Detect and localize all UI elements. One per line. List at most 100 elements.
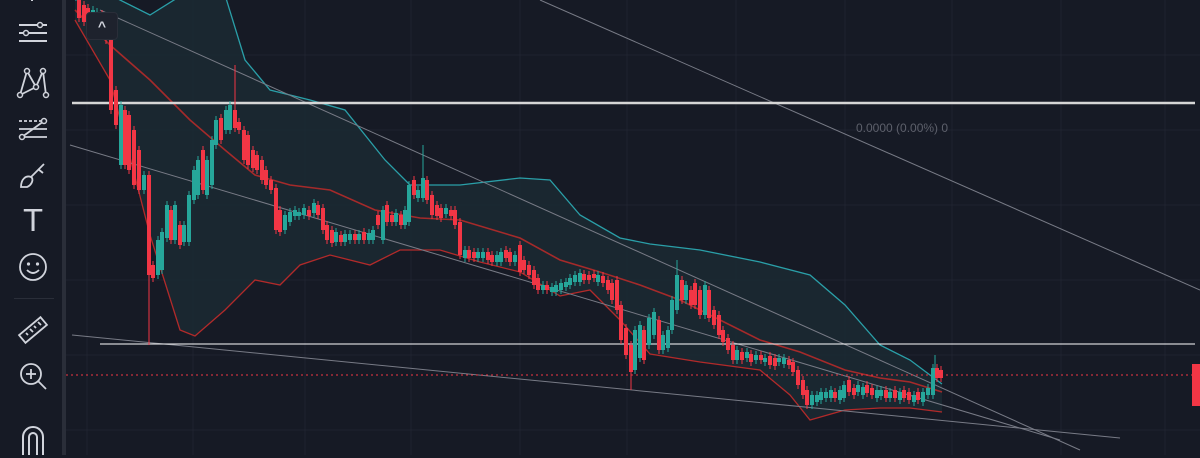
bollinger-band-fill xyxy=(75,0,942,420)
horizontal-lines-icon xyxy=(19,21,47,42)
candle-down xyxy=(522,260,526,270)
candle-down xyxy=(796,370,800,385)
candle-up xyxy=(666,330,670,348)
candle-down xyxy=(592,274,596,278)
trend-line xyxy=(99,9,1081,451)
candle-down xyxy=(847,380,851,392)
candle-down xyxy=(680,280,684,300)
candle-down xyxy=(642,330,646,360)
text-tool[interactable]: T xyxy=(11,202,55,242)
fib-level-label: 0.0000 (0.00%) 0 xyxy=(856,121,949,135)
pattern-tool[interactable] xyxy=(11,62,55,102)
candle-down xyxy=(233,110,237,128)
candle-down xyxy=(169,210,173,240)
candle-down xyxy=(518,245,522,272)
candle-down xyxy=(504,250,508,258)
candle-down xyxy=(151,265,155,278)
candle-up xyxy=(421,178,425,198)
candlestick-chart[interactable] xyxy=(66,0,1200,455)
candle-down xyxy=(316,205,320,215)
candle-up xyxy=(182,225,186,242)
zoom-tool[interactable] xyxy=(11,356,55,396)
candle-down xyxy=(935,368,939,378)
candle-down xyxy=(907,392,911,400)
candle-up xyxy=(838,390,842,400)
candle-down xyxy=(726,338,730,350)
candle-up xyxy=(541,285,545,290)
ruler-tool[interactable] xyxy=(11,310,55,350)
candle-up xyxy=(228,105,232,130)
prediction-icon xyxy=(18,117,48,141)
candle-up xyxy=(754,355,758,360)
candle-down xyxy=(330,230,334,243)
candle-down xyxy=(615,280,619,310)
candle-up xyxy=(573,275,577,282)
candle-down xyxy=(242,130,246,160)
candle-down xyxy=(123,110,127,165)
candle-up xyxy=(670,300,674,330)
candle-up xyxy=(633,330,637,370)
candle-up xyxy=(554,285,558,292)
trend-line-tool[interactable] xyxy=(11,14,55,54)
candle-down xyxy=(721,330,725,342)
brush-icon xyxy=(20,163,45,188)
price-chart-area[interactable] xyxy=(66,0,1200,455)
candle-down xyxy=(278,210,282,232)
candle-down xyxy=(527,265,531,275)
candle-up xyxy=(819,392,823,400)
candle-down xyxy=(717,315,721,335)
candle-up xyxy=(403,210,407,225)
candle-down xyxy=(536,278,540,290)
bollinger-lower-band xyxy=(74,19,943,421)
candle-up xyxy=(824,392,828,398)
candle-up xyxy=(596,275,600,282)
candle-up xyxy=(647,318,651,345)
candle-up xyxy=(371,230,375,240)
collapse-toolbar-button[interactable]: ^ xyxy=(86,12,118,40)
candle-down xyxy=(893,390,897,398)
brush-tool[interactable] xyxy=(11,156,55,196)
candle-down xyxy=(269,180,273,190)
candle-up xyxy=(568,278,572,285)
candle-down xyxy=(472,252,476,258)
candle-down xyxy=(458,222,462,255)
forecast-tool[interactable] xyxy=(11,108,55,148)
ruler-icon xyxy=(17,315,49,345)
candle-down xyxy=(255,155,259,170)
candle-up xyxy=(815,395,819,402)
candle-up xyxy=(165,205,169,238)
candle-down xyxy=(601,276,605,283)
candle-down xyxy=(430,195,434,215)
candle-down xyxy=(749,354,753,362)
candle-down xyxy=(412,180,416,195)
candle-down xyxy=(201,150,205,190)
candle-down xyxy=(619,305,623,340)
candle-up xyxy=(559,283,563,290)
chevron-up-icon: ^ xyxy=(97,18,107,34)
candle-down xyxy=(698,290,702,315)
emoji-tool[interactable] xyxy=(11,247,55,287)
candle-up xyxy=(782,358,786,364)
candle-down xyxy=(274,188,278,230)
candle-down xyxy=(178,225,182,245)
candle-up xyxy=(829,390,833,398)
candle-up xyxy=(142,175,146,190)
candle-up xyxy=(119,105,123,165)
candle-down xyxy=(490,255,494,262)
candle-up xyxy=(675,275,679,310)
bollinger-upper-band xyxy=(75,0,943,385)
candle-down xyxy=(147,175,151,275)
candle-down xyxy=(587,275,591,280)
magnet-tool[interactable] xyxy=(11,418,55,458)
candle-up xyxy=(684,285,688,300)
toolbar-divider xyxy=(14,298,54,299)
candle-up xyxy=(495,255,499,262)
candle-down xyxy=(657,320,661,350)
candle-down xyxy=(362,232,366,240)
candle-down xyxy=(902,390,906,398)
candle-down xyxy=(740,352,744,360)
candle-up xyxy=(861,387,865,395)
candle-up xyxy=(898,392,902,400)
candle-up xyxy=(550,287,554,292)
candle-down xyxy=(693,283,697,305)
